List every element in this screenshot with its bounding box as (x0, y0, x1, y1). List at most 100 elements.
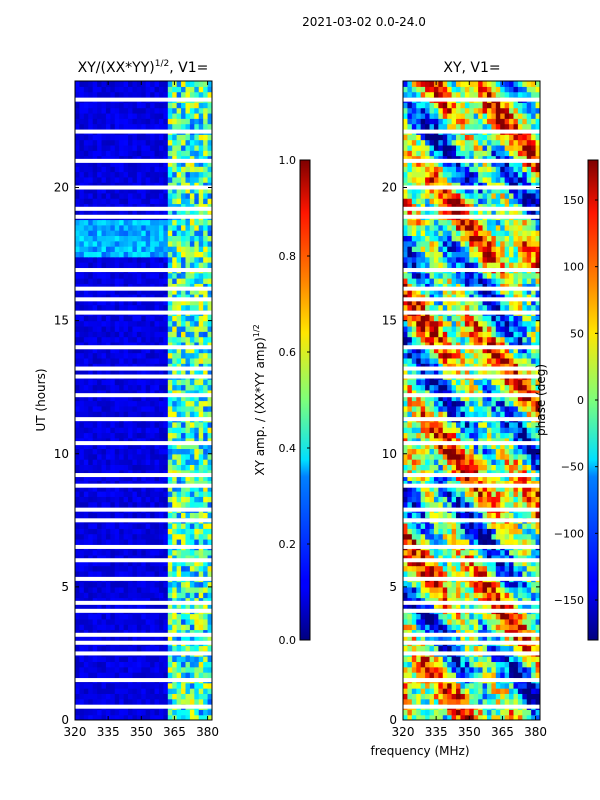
heatmap-cell (114, 432, 120, 439)
heatmap-cell (425, 709, 431, 716)
heatmap-cell (136, 384, 142, 391)
heatmap-cell (145, 86, 151, 93)
heatmap-cell (141, 91, 147, 98)
heatmap-cell (88, 91, 94, 98)
heatmap-cell (425, 666, 431, 673)
heatmap-cell (88, 81, 94, 87)
heatmap-cell (145, 432, 151, 439)
heatmap-cell (141, 246, 147, 252)
heatmap-cell (176, 363, 182, 370)
heatmap-cell (189, 581, 195, 588)
heatmap-cell (469, 613, 475, 620)
heatmap-cell (469, 661, 475, 668)
heatmap-cell (429, 512, 435, 519)
heatmap-cell (194, 341, 200, 348)
heatmap-cell (167, 341, 173, 348)
heatmap-cell (105, 134, 111, 141)
heatmap-cell (154, 341, 160, 348)
heatmap-cell (97, 336, 103, 343)
heatmap-cell (79, 224, 85, 231)
heatmap-cell (128, 123, 134, 130)
heatmap-cell (79, 475, 85, 481)
heatmap-cell (522, 645, 528, 652)
heatmap-cell (513, 549, 519, 556)
heatmap-cell (123, 325, 129, 332)
heatmap-cell (500, 549, 506, 556)
heatmap-cell (181, 459, 187, 465)
heatmap-cell (407, 565, 413, 572)
heatmap-cell (83, 682, 89, 689)
heatmap-cell (194, 304, 200, 311)
heatmap-cell (185, 102, 191, 109)
heatmap-cell (172, 432, 178, 439)
heatmap-cell (181, 437, 187, 444)
heatmap-cell (141, 150, 147, 157)
heatmap-cell (509, 538, 515, 545)
heatmap-cell (97, 288, 103, 295)
heatmap-cell (97, 384, 103, 391)
heatmap-cell (486, 645, 492, 652)
heatmap-cell (189, 496, 195, 503)
heatmap-cell (136, 139, 142, 146)
heatmap-cell (97, 682, 103, 689)
heatmap-cell (92, 501, 98, 508)
heatmap-cell (411, 592, 417, 599)
heatmap-cell (132, 278, 138, 284)
heatmap-cell (114, 693, 120, 700)
heatmap-cell (185, 118, 191, 125)
heatmap-cell (123, 272, 129, 279)
heatmap-cell (83, 411, 89, 418)
heatmap-cell (83, 208, 89, 215)
heatmap-cell (442, 597, 448, 604)
heatmap-cell (110, 565, 116, 572)
heatmap-cell (473, 672, 479, 678)
heatmap-cell (433, 634, 439, 641)
heatmap-cell (172, 176, 178, 183)
heatmap-cell (83, 666, 89, 673)
heatmap-cell (403, 560, 409, 567)
heatmap-cell (145, 352, 151, 359)
heatmap-cell (101, 421, 107, 428)
heatmap-cell (531, 682, 537, 689)
heatmap-cell (526, 629, 532, 636)
heatmap-cell (92, 219, 98, 226)
heatmap-cell (119, 581, 125, 588)
heatmap-cell (185, 693, 191, 700)
heatmap-cell (176, 166, 182, 173)
heatmap-cell (504, 661, 510, 668)
heatmap-cell (198, 522, 204, 529)
heatmap-cell (79, 538, 85, 545)
heatmap-cell (411, 693, 417, 700)
heatmap-cell (429, 656, 435, 663)
heatmap-cell (158, 246, 164, 252)
heatmap-cell (119, 427, 125, 434)
heatmap-cell (403, 682, 409, 689)
heatmap-cell (75, 554, 81, 561)
heatmap-cell (154, 320, 160, 327)
heatmap-cell (189, 602, 195, 609)
heatmap-cell (486, 709, 492, 716)
heatmap-cell (403, 645, 409, 652)
heatmap-cell (194, 618, 200, 625)
heatmap-cell (504, 549, 510, 556)
heatmap-cell (172, 251, 178, 258)
heatmap-cell (163, 134, 169, 141)
heatmap-cell (119, 144, 125, 151)
heatmap-cell (185, 166, 191, 173)
heatmap-cell (105, 464, 111, 471)
heatmap-cell (447, 656, 453, 663)
heatmap-cell (163, 379, 169, 386)
heatmap-cell (504, 645, 510, 652)
heatmap-cell (83, 112, 89, 119)
heatmap-cell (158, 384, 164, 391)
heatmap-cell (136, 688, 142, 694)
x-tick-label: 335 (97, 725, 120, 739)
heatmap-cell (150, 427, 156, 434)
heatmap-cell (504, 522, 510, 529)
heatmap-cell (128, 496, 134, 503)
heatmap-cell (167, 554, 173, 561)
heatmap-cell (438, 618, 444, 625)
heatmap-cell (456, 538, 462, 545)
colorbar-tick-label: 0.6 (279, 346, 297, 359)
heatmap-cell (194, 565, 200, 572)
